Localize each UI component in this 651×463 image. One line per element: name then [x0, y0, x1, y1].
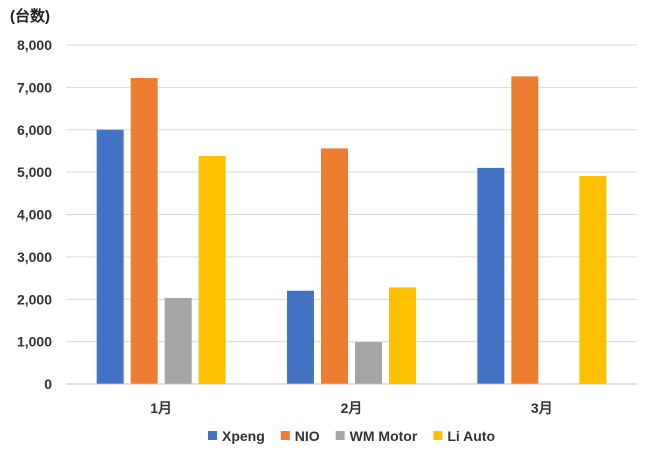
bar-wm-motor [355, 342, 382, 384]
x-category-label: 1月 [150, 400, 172, 416]
gridlines [66, 44, 637, 343]
bars [96, 76, 607, 385]
y-tick-label: 4,000 [17, 207, 52, 223]
y-tick-label: 2,000 [17, 291, 52, 307]
legend-label: NIO [295, 428, 320, 444]
legend: Xpeng NIO WM Motor Li Auto [207, 428, 495, 444]
bar-xpeng [477, 167, 505, 384]
bar-xpeng [96, 129, 124, 384]
legend-swatch [335, 431, 345, 440]
legend-item: WM Motor [335, 428, 418, 444]
y-tick-label: 1,000 [17, 334, 52, 350]
legend-item: Li Auto [433, 428, 495, 444]
legend-item: Xpeng [207, 428, 265, 444]
y-tick-label: 5,000 [17, 164, 52, 180]
legend-item: NIO [280, 428, 320, 444]
bar-nio [321, 148, 348, 384]
y-tick-label: 8,000 [17, 37, 52, 53]
bar-nio [511, 76, 539, 385]
y-tick-label: 6,000 [17, 122, 52, 138]
legend-label: Xpeng [222, 428, 265, 444]
y-tick-label: 3,000 [17, 249, 52, 265]
y-tick-label: 0 [44, 376, 52, 392]
bar-xpeng [287, 290, 314, 384]
legend-swatch [433, 431, 443, 440]
unit-label: (台数) [10, 7, 50, 25]
bar-nio [130, 78, 158, 385]
x-axis-categories: 1月 2月 3月 [150, 400, 552, 416]
bar-li-auto [389, 287, 416, 384]
legend-label: WM Motor [350, 428, 418, 444]
y-tick-label: 7,000 [17, 79, 52, 95]
bar-wm-motor [164, 297, 192, 384]
x-category-label: 3月 [531, 400, 553, 416]
bar-li-auto [579, 175, 607, 384]
legend-swatch [207, 431, 217, 440]
legend-swatch [280, 431, 290, 440]
legend-label: Li Auto [447, 428, 495, 444]
x-category-label: 2月 [341, 400, 363, 416]
bar-li-auto [198, 156, 226, 384]
y-axis-ticks: 0 1,000 2,000 3,000 4,000 5,000 6,000 7,000 8,00… [17, 37, 52, 392]
